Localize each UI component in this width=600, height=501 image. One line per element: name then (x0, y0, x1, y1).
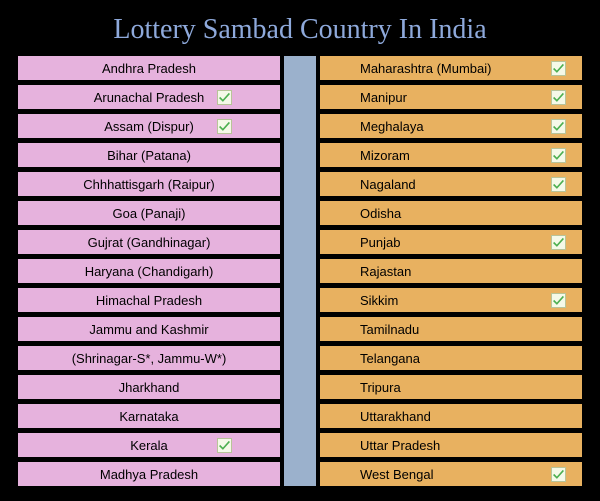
table-row: Punjab (320, 230, 582, 254)
table-row: Kerala (18, 433, 280, 457)
state-label: Rajastan (360, 264, 411, 279)
table-row: Tamilnadu (320, 317, 582, 341)
check-icon (551, 61, 566, 76)
state-label: Chhhattisgarh (Raipur) (83, 177, 215, 192)
state-label: Kerala (130, 438, 168, 453)
state-label: Odisha (360, 206, 401, 221)
table-row: Haryana (Chandigarh) (18, 259, 280, 283)
state-label: Sikkim (360, 293, 398, 308)
table-row: Jharkhand (18, 375, 280, 399)
check-icon (551, 90, 566, 105)
state-label: Arunachal Pradesh (94, 90, 205, 105)
check-icon (217, 90, 232, 105)
state-label: Jammu and Kashmir (89, 322, 208, 337)
state-label: Haryana (Chandigarh) (85, 264, 214, 279)
state-label: Telangana (360, 351, 420, 366)
left-column: Andhra Pradesh Arunachal Pradesh Assam (Di… (18, 56, 280, 486)
table-row: Sikkim (320, 288, 582, 312)
table-row: Telangana (320, 346, 582, 370)
check-icon (217, 119, 232, 134)
table-row: Manipur (320, 85, 582, 109)
table-row: Gujrat (Gandhinagar) (18, 230, 280, 254)
table-row: Himachal Pradesh (18, 288, 280, 312)
state-label: Goa (Panaji) (113, 206, 186, 221)
check-icon (551, 235, 566, 250)
state-label: Bihar (Patana) (107, 148, 191, 163)
column-spacer (284, 56, 316, 486)
table-row: Goa (Panaji) (18, 201, 280, 225)
check-icon (551, 293, 566, 308)
table-row: Uttarakhand (320, 404, 582, 428)
table-row: Jammu and Kashmir (18, 317, 280, 341)
page-title: Lottery Sambad Country In India (0, 0, 600, 56)
state-label: Tripura (360, 380, 401, 395)
table-row: Karnataka (18, 404, 280, 428)
state-label: Andhra Pradesh (102, 61, 196, 76)
table-row: West Bengal (320, 462, 582, 486)
table-row: Maharashtra (Mumbai) (320, 56, 582, 80)
table-row: Odisha (320, 201, 582, 225)
table-row: Mizoram (320, 143, 582, 167)
table-row: Tripura (320, 375, 582, 399)
table-row: (Shrinagar-S*, Jammu-W*) (18, 346, 280, 370)
table-row: Nagaland (320, 172, 582, 196)
right-column: Maharashtra (Mumbai) Manipur Meghalaya Mizo… (320, 56, 582, 486)
state-label: Karnataka (119, 409, 178, 424)
state-label: Punjab (360, 235, 400, 250)
state-label: West Bengal (360, 467, 433, 482)
state-label: Tamilnadu (360, 322, 419, 337)
check-icon (551, 467, 566, 482)
table-row: Rajastan (320, 259, 582, 283)
state-label: Himachal Pradesh (96, 293, 202, 308)
state-label: (Shrinagar-S*, Jammu-W*) (72, 351, 227, 366)
state-label: Meghalaya (360, 119, 424, 134)
state-label: Maharashtra (Mumbai) (360, 61, 492, 76)
state-label: Uttarakhand (360, 409, 431, 424)
table-row: Andhra Pradesh (18, 56, 280, 80)
table-row: Madhya Pradesh (18, 462, 280, 486)
table-row: Chhhattisgarh (Raipur) (18, 172, 280, 196)
state-label: Assam (Dispur) (104, 119, 194, 134)
state-label: Jharkhand (119, 380, 180, 395)
table-row: Arunachal Pradesh (18, 85, 280, 109)
columns-wrapper: Andhra Pradesh Arunachal Pradesh Assam (Di… (0, 56, 600, 486)
table-row: Bihar (Patana) (18, 143, 280, 167)
state-label: Mizoram (360, 148, 410, 163)
table-row: Assam (Dispur) (18, 114, 280, 138)
state-label: Gujrat (Gandhinagar) (88, 235, 211, 250)
state-label: Manipur (360, 90, 407, 105)
check-icon (551, 177, 566, 192)
check-icon (551, 148, 566, 163)
check-icon (217, 438, 232, 453)
state-label: Uttar Pradesh (360, 438, 440, 453)
check-icon (551, 119, 566, 134)
table-row: Meghalaya (320, 114, 582, 138)
state-label: Madhya Pradesh (100, 467, 198, 482)
table-row: Uttar Pradesh (320, 433, 582, 457)
state-label: Nagaland (360, 177, 416, 192)
